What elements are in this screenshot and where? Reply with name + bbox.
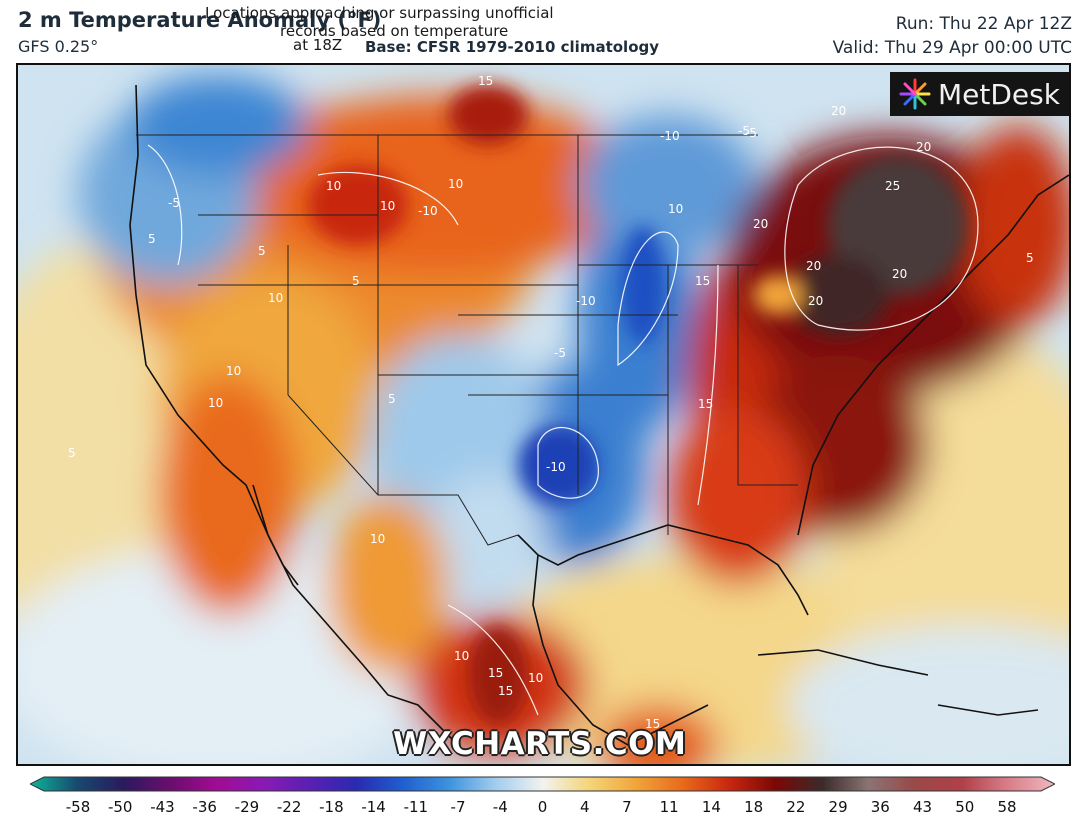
legend-tick-label: -43 (150, 798, 175, 816)
contour-label: 10 (668, 202, 683, 216)
legend-tick-label: 50 (955, 798, 975, 816)
overlay-note-line1: Locations approaching or surpassing unof… (205, 4, 554, 22)
legend-tick-label: 7 (622, 798, 632, 816)
contour-label: 10 (326, 179, 341, 193)
legend-tick-label: -50 (107, 798, 133, 816)
legend-tick-label: 18 (744, 798, 764, 816)
contour-label: -10 (660, 129, 680, 143)
chart-title: 2 m Temperature Anomaly (°F) (18, 8, 382, 32)
contour-label: 15 (488, 666, 503, 680)
legend-tick-label: -7 (450, 798, 466, 816)
legend-tick-label: 29 (828, 798, 848, 816)
contour-label: -10 (576, 294, 596, 308)
contour-label: 5 (352, 274, 360, 288)
model-label: GFS 0.25° (18, 37, 99, 56)
contour-label: 10 (528, 671, 543, 685)
contour-label: 25 (885, 179, 900, 193)
contour-label: -5 (168, 196, 180, 210)
contour-label: 5 (388, 392, 396, 406)
wxcharts-watermark: WXCHARTS.COM (393, 726, 687, 762)
contour-label: -5 (554, 346, 566, 360)
metdesk-burst-icon (899, 78, 931, 110)
legend-colorbar (28, 776, 1057, 792)
overlay-note-line2: records based on temperature (280, 22, 509, 40)
state-borders (136, 134, 798, 546)
legend-tick-label: 22 (786, 798, 806, 816)
legend-tick-label: 58 (997, 798, 1017, 816)
metdesk-logo: MetDesk (890, 72, 1069, 116)
overlay-note-line3: at 18Z (293, 36, 343, 54)
contour-label: 10 (226, 364, 241, 378)
legend-gradient (28, 776, 1057, 792)
contour-label: 15 (478, 74, 493, 88)
contour-label: 20 (916, 140, 931, 154)
contour-label: 20 (806, 259, 821, 273)
legend-tick-label: -36 (192, 798, 217, 816)
contour-label: 15 (498, 684, 513, 698)
contour-label: 5 (148, 232, 156, 246)
legend-tick-label: 14 (701, 798, 721, 816)
contour-label: 10 (380, 199, 395, 213)
legend-tick-label: -14 (361, 798, 386, 816)
contour-label: 10 (454, 649, 469, 663)
anomaly-field (18, 75, 1069, 764)
legend-tick-label: -4 (492, 798, 508, 816)
legend-tick-label: 4 (579, 798, 590, 816)
legend-tick-label: -11 (403, 798, 429, 816)
contour-label: 10 (448, 177, 463, 191)
contour-label: -10 (546, 460, 566, 474)
metdesk-logo-text: MetDesk (938, 77, 1060, 111)
map-frame: 15 -10 -5 20 20 25 10 -5 10 10 5 20 -10 … (16, 63, 1071, 766)
legend-tick-label: 11 (659, 798, 679, 816)
climatology-base: Base: CFSR 1979-2010 climatology (365, 38, 660, 56)
contour-label: 20 (753, 217, 768, 231)
legend-tick-label: 43 (912, 798, 933, 816)
contour-label: 15 (695, 274, 710, 288)
contour-label: -5 (745, 126, 757, 140)
anomaly-map: 15 -10 -5 20 20 25 10 -5 10 10 5 20 -10 … (18, 65, 1069, 764)
legend-tick-label: -22 (276, 798, 302, 816)
contour-label: -10 (418, 204, 438, 218)
contour-label: 10 (370, 532, 385, 546)
contour-label-group: 15 -10 -5 20 20 25 10 -5 10 10 5 20 -10 … (68, 74, 1034, 731)
contour-label: 5 (258, 244, 266, 258)
run-time: Run: Thu 22 Apr 12Z (895, 14, 1072, 34)
overlay-note: Locations approaching or surpassing unof… (205, 4, 675, 54)
contour-label: 20 (892, 267, 907, 281)
contour-lines (147, 144, 979, 716)
contour-label: 15 (645, 717, 660, 731)
legend-tick-label: -18 (319, 798, 344, 816)
contour-label: 5 (1026, 251, 1034, 265)
valid-time: Valid: Thu 29 Apr 00:00 UTC (832, 38, 1072, 58)
contour-label: 20 (831, 104, 846, 118)
contour-label: -5 (738, 124, 750, 138)
legend-tick-label: -29 (234, 798, 260, 816)
legend-tick-label: 36 (870, 798, 890, 816)
contour-label: 5 (68, 446, 76, 460)
legend-tick-label: -58 (65, 798, 91, 816)
contour-label: 10 (208, 396, 223, 410)
contour-label: 15 (698, 397, 713, 411)
legend-tick-label: 0 (537, 798, 548, 816)
color-legend: -58 -50 -43 -36 -29 -22 -18 -14 -11 -7 -4 0 4 7 11 14 18… (28, 776, 1057, 826)
contour-label: 20 (808, 294, 823, 308)
contour-label: 10 (268, 291, 283, 305)
